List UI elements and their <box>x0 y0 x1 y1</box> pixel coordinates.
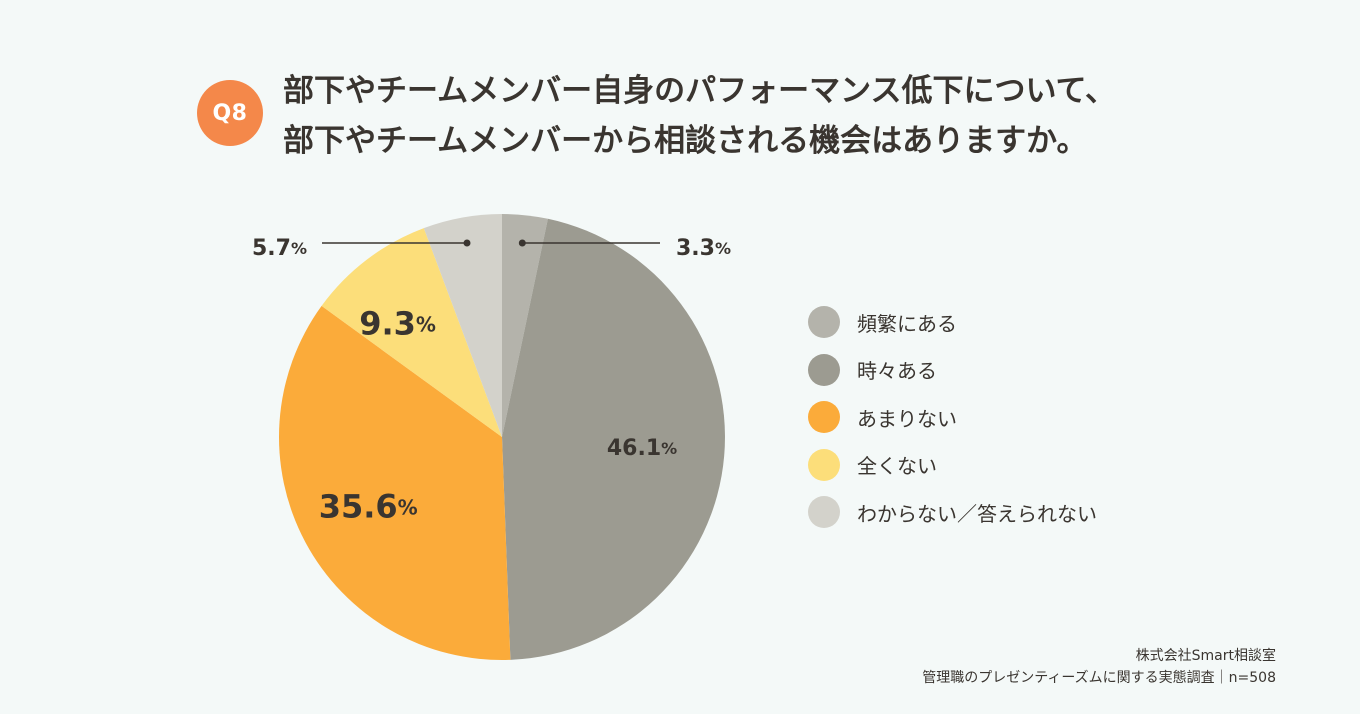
legend-label: 時々ある <box>857 359 937 383</box>
title-line-1: 部下やチームメンバー自身のパフォーマンス低下について、 <box>283 73 1116 109</box>
pie-slice-frequently <box>502 214 548 437</box>
legend-label: 全くない <box>857 454 937 478</box>
legend-swatch <box>808 496 840 528</box>
legend-label: 頻繁にある <box>857 311 957 336</box>
question-badge: Q8 <box>197 80 263 146</box>
legend: 頻繁にある 時々ある あまりない 全くない わからない／答えられない <box>808 306 1097 544</box>
pie-slice-sometimes <box>502 218 725 660</box>
legend-item-sometimes: 時々ある <box>808 353 1097 386</box>
legend-item-frequently: 頻繁にある <box>808 306 1097 338</box>
source-credit: 株式会社Smart相談室 管理職のプレゼンティーズムに関する実態調査｜n=508 <box>922 645 1276 689</box>
legend-swatch <box>808 306 840 338</box>
data-label-unit: % <box>661 438 677 457</box>
data-label-unit: % <box>291 239 307 258</box>
data-label-unknown: 5.7% <box>252 236 307 261</box>
legend-swatch <box>808 448 840 481</box>
title-line-2: 部下やチームメンバーから相談される機会はありますか。 <box>283 123 1088 159</box>
legend-label: あまりない <box>857 406 957 431</box>
source-company: 株式会社Smart相談室 <box>1135 648 1276 664</box>
data-label-frequently: 3.3% <box>676 236 731 261</box>
legend-item-rarely: あまりない <box>808 401 1097 433</box>
legend-swatch <box>808 401 840 433</box>
legend-item-unknown: わからない／答えられない <box>808 496 1097 528</box>
legend-label: わからない／答えられない <box>857 501 1097 526</box>
legend-swatch <box>808 353 840 386</box>
source-survey: 管理職のプレゼンティーズムに関する実態調査｜n=508 <box>922 670 1276 686</box>
chart-title: 部下やチームメンバー自身のパフォーマンス低下について、 部下やチームメンバーから… <box>283 66 1116 166</box>
data-label-unit: % <box>416 312 436 336</box>
pie-slice-rarely <box>278 305 511 660</box>
data-label-sometimes: 46.1% <box>607 436 677 461</box>
pie-slice-unknown <box>423 214 502 437</box>
data-label-unit: % <box>715 239 731 258</box>
pie-slice-never <box>321 228 502 437</box>
legend-item-never: 全くない <box>808 448 1097 481</box>
data-label-unit: % <box>398 495 418 519</box>
